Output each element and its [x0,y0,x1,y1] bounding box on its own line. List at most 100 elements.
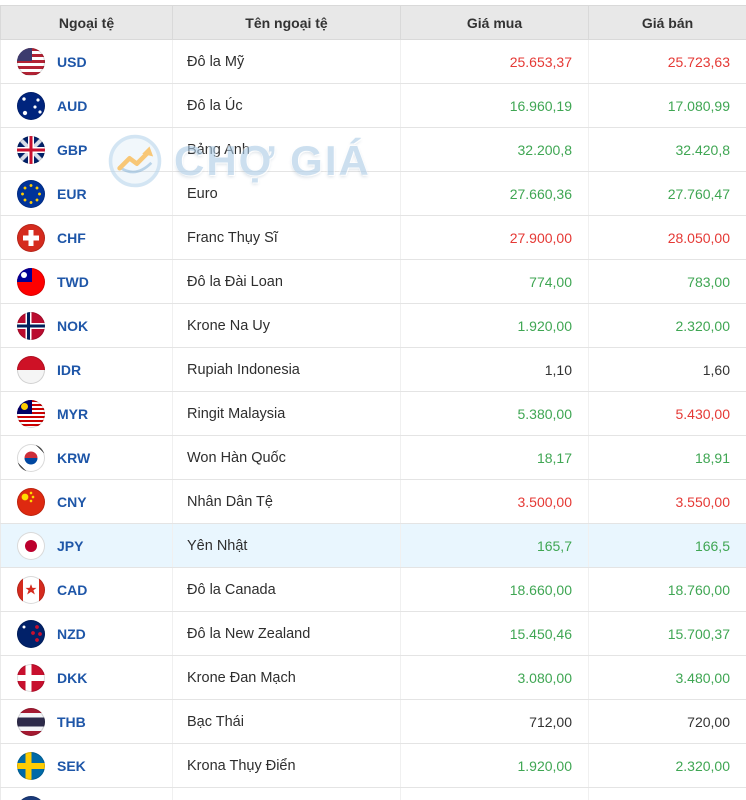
currency-flag-icon [17,443,45,472]
currency-name: Krone Đan Mạch [172,655,401,700]
currency-cell: EUR [0,171,173,216]
buy-price: 3.080,00 [400,655,589,700]
currency-name: Bạc Thái [172,699,401,744]
table-row[interactable]: GBP Bảng Anh 32.200,8 32.420,8 [0,127,746,172]
table-row-partial[interactable] [0,787,746,800]
buy-price: 165,7 [400,523,589,568]
currency-cell: TWD [0,259,173,304]
sell-price: 720,00 [588,699,746,744]
sell-price: 27.760,47 [588,171,746,216]
currency-flag-icon [17,531,45,560]
currency-flag-icon [17,91,45,120]
table-row[interactable]: MYR Ringit Malaysia 5.380,00 5.430,00 [0,391,746,436]
currency-code: DKK [57,669,88,686]
table-row[interactable]: THB Bạc Thái 712,00 720,00 [0,699,746,744]
sell-price: 3.480,00 [588,655,746,700]
currency-code: CHF [57,229,86,246]
currency-name: Đô la Canada [172,567,401,612]
table-row[interactable]: NZD Đô la New Zealand 15.450,46 15.700,3… [0,611,746,656]
currency-name: Rupiah Indonesia [172,347,401,392]
currency-flag-icon [17,575,45,604]
sell-price: 32.420,8 [588,127,746,172]
buy-price: 5.380,00 [400,391,589,436]
currency-cell: IDR [0,347,173,392]
table-row[interactable]: USD Đô la Mỹ 25.653,37 25.723,63 [0,39,746,84]
currency-flag-icon [17,223,45,252]
sell-price: 18.760,00 [588,567,746,612]
buy-price: 18.660,00 [400,567,589,612]
header-currency: Ngoại tệ [0,5,173,40]
table-row[interactable]: DKK Krone Đan Mạch 3.080,00 3.480,00 [0,655,746,700]
currency-code: MYR [57,405,89,422]
table-row[interactable]: CNY Nhân Dân Tệ 3.500,00 3.550,00 [0,479,746,524]
currency-name: Đô la Úc [172,83,401,128]
table-row[interactable]: AUD Đô la Úc 16.960,19 17.080,99 [0,83,746,128]
currency-flag-icon [17,135,45,164]
buy-price: 16.960,19 [400,83,589,128]
sell-price: 166,5 [588,523,746,568]
buy-price: 25.653,37 [400,39,589,84]
currency-flag-icon [17,707,45,736]
table-row[interactable]: CAD Đô la Canada 18.660,00 18.760,00 [0,567,746,612]
table-row[interactable]: SEK Krona Thụy Điển 1.920,00 2.320,00 [0,743,746,788]
currency-flag-icon [17,619,45,648]
table-row[interactable]: JPY Yên Nhật 165,7 166,5 [0,523,746,568]
buy-price: 32.200,8 [400,127,589,172]
table-row[interactable]: CHF Franc Thụy Sĩ 27.900,00 28.050,00 [0,215,746,260]
currency-name: Euro [172,171,401,216]
currency-code: AUD [57,97,88,114]
header-sell-price: Giá bán [588,5,746,40]
currency-flag-icon [17,399,45,428]
table-row[interactable]: NOK Krone Na Uy 1.920,00 2.320,00 [0,303,746,348]
currency-cell: MYR [0,391,173,436]
currency-code: SEK [57,757,86,774]
sell-price: 25.723,63 [588,39,746,84]
buy-price: 1,10 [400,347,589,392]
currency-code: NOK [57,317,89,334]
currency-name: Đô la Đài Loan [172,259,401,304]
buy-price: 15.450,46 [400,611,589,656]
buy-price: 1.920,00 [400,743,589,788]
table-row[interactable]: KRW Won Hàn Quốc 18,17 18,91 [0,435,746,480]
currency-code: KRW [57,449,91,466]
currency-name: Bảng Anh [172,127,401,172]
currency-cell: THB [0,699,173,744]
currency-name: Yên Nhật [172,523,401,568]
sell-price: 18,91 [588,435,746,480]
rates-body: USD Đô la Mỹ 25.653,37 25.723,63 AUD Đô … [0,39,746,788]
currency-code: USD [57,53,87,70]
table-row[interactable]: TWD Đô la Đài Loan 774,00 783,00 [0,259,746,304]
currency-name: Đô la New Zealand [172,611,401,656]
partial-row-container [0,787,746,800]
currency-cell: NOK [0,303,173,348]
currency-name: Krone Na Uy [172,303,401,348]
currency-code: IDR [57,361,82,378]
currency-name: Đô la Mỹ [172,39,401,84]
currency-name: Ringit Malaysia [172,391,401,436]
table-header: Ngoại tệ Tên ngoại tệ Giá mua Giá bán [0,5,746,40]
buy-price: 3.500,00 [400,479,589,524]
sell-price: 5.430,00 [588,391,746,436]
currency-code: GBP [57,141,88,158]
buy-price: 774,00 [400,259,589,304]
sell-price: 3.550,00 [588,479,746,524]
buy-price: 27.900,00 [400,215,589,260]
currency-code: TWD [57,273,89,290]
buy-price: 27.660,36 [400,171,589,216]
currency-cell: AUD [0,83,173,128]
sell-price: 28.050,00 [588,215,746,260]
table-row[interactable]: EUR Euro 27.660,36 27.760,47 [0,171,746,216]
currency-flag-icon [17,311,45,340]
currency-cell: JPY [0,523,173,568]
currency-cell: DKK [0,655,173,700]
currency-cell: CHF [0,215,173,260]
buy-price: 1.920,00 [400,303,589,348]
currency-cell: KRW [0,435,173,480]
header-currency-name: Tên ngoại tệ [172,5,401,40]
sell-price: 1,60 [588,347,746,392]
table-row[interactable]: IDR Rupiah Indonesia 1,10 1,60 [0,347,746,392]
currency-name: Franc Thụy Sĩ [172,215,401,260]
sell-price: 783,00 [588,259,746,304]
currency-flag-icon [17,663,45,692]
